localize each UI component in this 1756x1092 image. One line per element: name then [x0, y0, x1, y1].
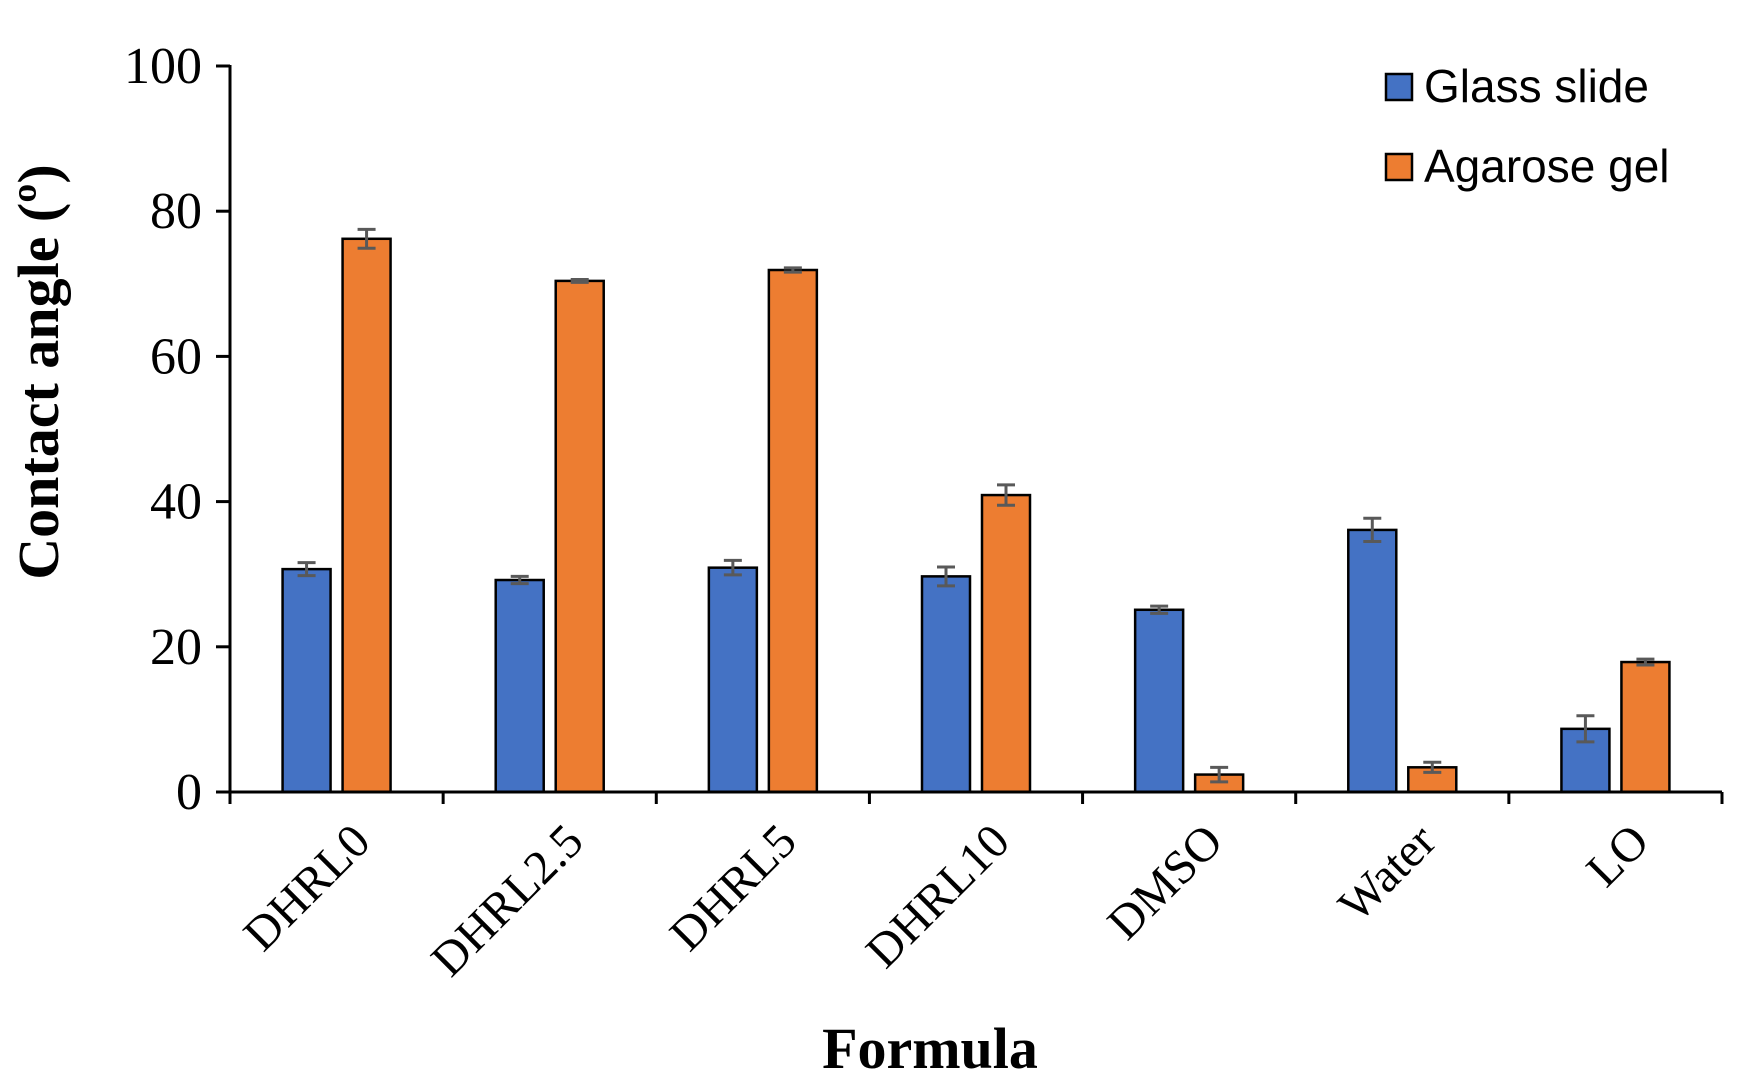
y-tick-label: 0: [176, 764, 202, 821]
x-axis: DHRL0 DHRL2.5 DHRL5 DHRL10 DMSO Water LO: [228, 790, 1724, 987]
error-bars: [297, 227, 1655, 784]
x-tick-label: LO: [1576, 814, 1659, 897]
error-bar: [1423, 760, 1442, 774]
x-tick-label: Water: [1328, 814, 1446, 932]
error-bar: [1576, 714, 1595, 744]
bar-glass-slide: [920, 575, 972, 794]
bar-agarose-gel: [767, 268, 819, 794]
bar-agarose-gel: [554, 279, 605, 794]
error-bar: [357, 227, 376, 250]
bar-agarose-gel: [341, 237, 392, 794]
bar-glass-slide: [494, 578, 545, 794]
bar-agarose-gel: [980, 493, 1032, 794]
bar-glass-slide: [281, 567, 332, 794]
bar-glass-slide: [707, 566, 759, 794]
legend-label: Glass slide: [1424, 60, 1649, 112]
y-tick-label: 60: [150, 328, 202, 385]
error-bar: [1150, 604, 1169, 615]
bar-glass-slide: [1133, 608, 1185, 794]
error-bar: [783, 266, 802, 274]
legend-label: Agarose gel: [1424, 140, 1670, 192]
y-axis-title: Contact angle (º): [6, 164, 71, 579]
x-tick-label: DHRL5: [660, 814, 807, 961]
y-axis: 0 20 40 60 80 100: [124, 38, 232, 821]
x-axis-title: Formula: [822, 1016, 1038, 1081]
x-tick-label: DHRL10: [856, 814, 1020, 978]
error-bar: [1363, 516, 1382, 544]
bars: [281, 237, 1671, 794]
error-bar: [570, 277, 589, 284]
error-bar: [510, 574, 529, 586]
x-tick-label: DHRL2.5: [421, 814, 593, 986]
error-bar: [723, 558, 742, 577]
error-bar: [1636, 657, 1655, 667]
bar-agarose-gel: [1620, 660, 1671, 794]
error-bar: [297, 561, 316, 578]
legend: Glass slide Agarose gel: [1384, 60, 1670, 192]
y-tick-label: 80: [150, 183, 202, 240]
y-tick-label: 100: [124, 38, 202, 95]
y-tick-label: 40: [150, 474, 202, 531]
x-tick-label: DMSO: [1097, 814, 1233, 950]
y-tick-label: 20: [150, 619, 202, 676]
x-tick-label: DHRL0: [234, 814, 381, 961]
error-bar: [997, 483, 1015, 507]
error-bar: [937, 565, 955, 588]
legend-swatch: [1384, 152, 1414, 182]
bar-glass-slide: [1347, 528, 1398, 794]
error-bar: [1210, 765, 1229, 784]
legend-swatch: [1384, 72, 1414, 102]
